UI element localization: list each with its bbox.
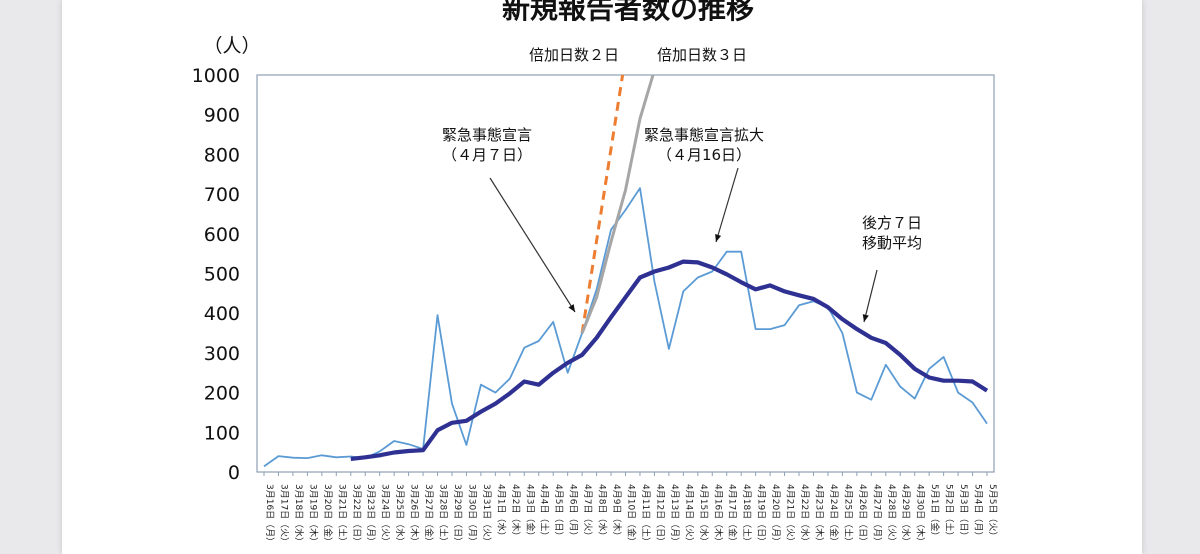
annotation-arrowhead <box>568 304 575 312</box>
x-tick-label: 3月17日（火） <box>278 484 289 546</box>
x-tick-label: 4月3日（金） <box>524 484 536 540</box>
x-axis: 3月16日（月） 3月17日（火） 3月18日（水） 3月19日（木） 3月20日（金）… <box>263 472 998 546</box>
x-tick-label: 3月29日（日） <box>452 484 463 546</box>
annotation-arrow <box>489 177 576 313</box>
x-tick-label: 4月18日（土） <box>741 484 753 546</box>
x-tick-label: 4月14日（火） <box>683 484 694 546</box>
x-tick-label: 3月30日（月） <box>466 484 477 546</box>
x-tick-label: 4月22日（水） <box>799 484 811 546</box>
x-tick-label: 4月12日（日） <box>654 484 665 546</box>
x-tick-label: 3月21日（土） <box>336 484 348 546</box>
annotation-arrow <box>715 167 739 243</box>
x-tick-label: 4月30日（木） <box>915 484 927 546</box>
x-tick-label: 3月16日（月） <box>264 484 275 546</box>
series-line-double2 <box>580 74 625 334</box>
y-tick-label: 700 <box>204 184 240 206</box>
annotation-text: 後方７日 <box>862 214 922 232</box>
y-tick-label: 800 <box>204 144 240 166</box>
x-tick-label: 4月19日（日） <box>756 484 767 546</box>
x-tick-label: 4月28日（火） <box>886 484 897 546</box>
y-tick-label: 300 <box>204 343 240 365</box>
annotation-arrow <box>863 269 878 323</box>
x-tick-label: 3月26日（木） <box>409 484 421 546</box>
x-tick-label: 5月3日（日） <box>958 484 969 540</box>
x-tick-label: 4月21日（火） <box>785 484 796 546</box>
y-tick-label: 400 <box>204 303 240 325</box>
x-tick-label: 4月13日（月） <box>669 484 680 546</box>
annotation-text: 緊急事態宣言拡大 <box>644 126 764 144</box>
legend-doubling-2-days: 倍加日数２日 <box>529 46 619 64</box>
y-tick-label: 200 <box>204 383 240 405</box>
x-tick-label: 4月15日（水） <box>698 484 710 546</box>
x-tick-label: 5月1日（金） <box>929 484 941 540</box>
x-tick-label: 5月5日（火） <box>987 484 998 540</box>
x-tick-label: 4月23日（木） <box>813 484 825 546</box>
y-tick-label: 900 <box>204 105 240 127</box>
x-tick-label: 5月4日（月） <box>973 484 984 540</box>
x-tick-label: 4月11日（土） <box>640 484 652 546</box>
x-tick-label: 4月5日（日） <box>553 484 564 540</box>
x-tick-label: 4月9日（木） <box>611 484 623 540</box>
x-tick-label: 4月20日（月） <box>770 484 781 546</box>
x-tick-label: 3月25日（水） <box>394 484 406 546</box>
x-tick-label: 4月4日（土） <box>539 484 551 540</box>
x-tick-label: 4月10日（金） <box>626 484 638 546</box>
x-tick-label: 4月8日（水） <box>597 484 609 540</box>
chart-title: 新規報告者数の推移 <box>502 0 754 25</box>
legend-doubling-3-days: 倍加日数３日 <box>657 46 747 64</box>
x-tick-label: 3月18日（水） <box>293 484 305 546</box>
x-tick-label: 3月20日（金） <box>322 484 334 546</box>
x-tick-label: 3月23日（月） <box>365 484 376 546</box>
series-line-avg7 <box>350 259 989 461</box>
x-tick-label: 4月26日（日） <box>857 484 868 546</box>
x-tick-label: 4月24日（金） <box>828 484 840 546</box>
y-tick-label: 0 <box>228 462 240 484</box>
annotation-arrowhead <box>715 234 722 242</box>
line-chart: 新規報告者数の推移 （人） 倍加日数２日 倍加日数３日 0 100 200 300 40… <box>192 0 998 546</box>
y-tick-label: 100 <box>204 422 240 444</box>
x-tick-label: 5月2日（土） <box>944 484 956 540</box>
y-tick-label: 1000 <box>192 65 240 87</box>
annotation-text: 移動平均 <box>862 234 922 252</box>
x-tick-label: 4月16日（木） <box>712 484 724 546</box>
annotation-text: （４月16日） <box>657 146 751 164</box>
y-axis-unit-label: （人） <box>203 35 260 57</box>
x-tick-label: 4月29日（水） <box>900 484 912 546</box>
x-tick-label: 4月7日（火） <box>582 484 593 540</box>
document-page: 新規報告者数の推移 （人） 倍加日数２日 倍加日数３日 0 100 200 300 40… <box>62 0 1142 554</box>
x-tick-label: 3月27日（金） <box>423 484 435 546</box>
plot-area-frame <box>256 74 995 473</box>
x-tick-label: 3月24日（火） <box>380 484 391 546</box>
x-tick-label: 4月2日（木） <box>510 484 522 540</box>
x-tick-label: 3月31日（火） <box>481 484 492 546</box>
y-axis: 0 100 200 300 400 500 600 700 800 900 1000 <box>192 65 240 484</box>
x-tick-label: 4月25日（土） <box>842 484 854 546</box>
series-line-daily <box>263 187 988 468</box>
series-lines <box>263 74 989 468</box>
x-tick-label: 4月1日（水） <box>495 484 507 540</box>
annotation-text: 緊急事態宣言 <box>442 126 532 144</box>
annotation-text: （４月７日） <box>442 146 532 164</box>
series-line-double3 <box>580 74 655 334</box>
y-tick-label: 500 <box>204 264 240 286</box>
x-tick-label: 3月19日（木） <box>307 484 319 546</box>
x-tick-label: 4月6日（月） <box>568 484 579 540</box>
x-tick-label: 3月22日（日） <box>351 484 362 546</box>
y-tick-label: 600 <box>204 224 240 246</box>
x-tick-label: 4月27日（月） <box>871 484 882 546</box>
annotation-arrowhead <box>862 314 869 322</box>
x-tick-label: 3月28日（土） <box>438 484 450 546</box>
x-tick-label: 4月17日（金） <box>727 484 739 546</box>
